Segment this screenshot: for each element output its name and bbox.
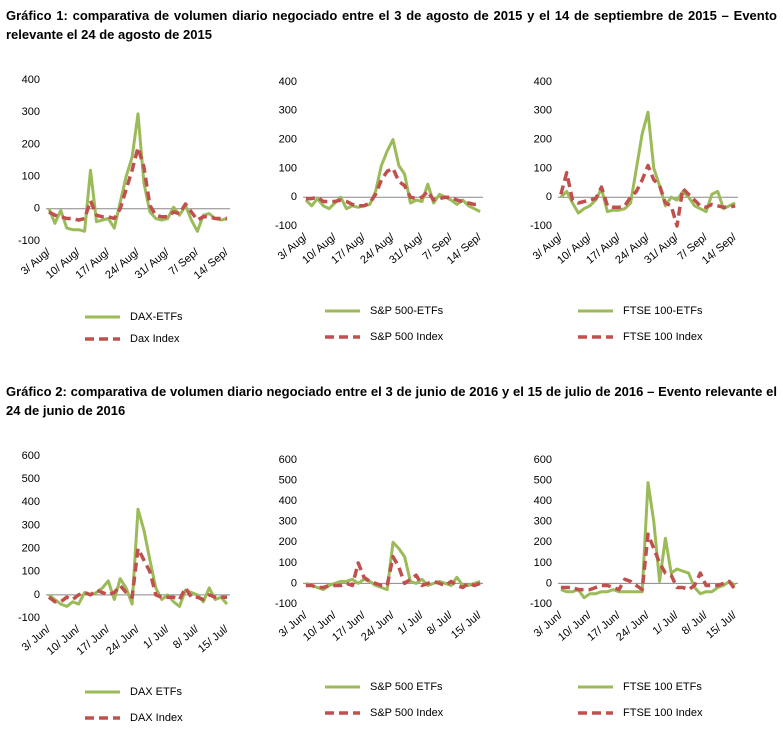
y-tick-label: 100 — [22, 171, 40, 183]
caption: Gráfico 1: comparativa de volumen diario… — [6, 8, 777, 42]
y-tick-label: 300 — [22, 519, 40, 531]
y-tick-label: 0 — [34, 589, 40, 601]
series-line — [305, 554, 481, 590]
legend-label: Dax Index — [130, 333, 180, 345]
y-tick-label: 300 — [22, 106, 40, 118]
y-tick-label: 100 — [534, 162, 552, 174]
x-tick-label: 1/ Jul/ — [651, 609, 682, 638]
y-tick-label: -100 — [275, 598, 297, 610]
series-line — [559, 110, 736, 215]
x-tick-label: 24/ Jun/ — [104, 623, 142, 658]
series-line — [560, 481, 736, 600]
x-tick-label: 1/ Jul/ — [396, 609, 427, 638]
y-tick-label: 400 — [22, 496, 40, 508]
y-tick-label: 200 — [22, 138, 40, 150]
legend-label: DAX ETFs — [130, 686, 182, 698]
y-tick-label: 100 — [279, 162, 297, 174]
y-tick-label: 400 — [22, 74, 40, 86]
y-tick-label: 600 — [279, 454, 297, 466]
y-tick-label: 200 — [279, 536, 297, 548]
y-tick-label: 600 — [534, 454, 552, 466]
legend-label: DAX Index — [130, 712, 183, 724]
legend-label: FTSE 100 Index — [623, 707, 703, 719]
y-tick-label: 200 — [534, 134, 552, 146]
series-line — [304, 138, 481, 213]
legend-label: FTSE 100 ETFs — [623, 681, 702, 693]
y-tick-label: -100 — [18, 235, 40, 247]
y-tick-label: 100 — [279, 557, 297, 569]
legend-label: FTSE 100-ETFs — [623, 305, 703, 317]
caption: Gráfico 2: comparativa de volumen diario… — [6, 384, 777, 418]
y-tick-label: 300 — [279, 105, 297, 117]
y-tick-label: 400 — [534, 76, 552, 88]
x-tick-label: 31/ Aug/ — [387, 231, 426, 267]
y-tick-label: 400 — [534, 495, 552, 507]
y-tick-label: -100 — [275, 220, 297, 232]
series-line — [305, 166, 481, 208]
legend-label: DAX-ETFs — [130, 311, 183, 323]
y-tick-label: 0 — [546, 191, 552, 203]
y-tick-label: 200 — [279, 134, 297, 146]
x-tick-label: 15/ Jul/ — [704, 609, 740, 642]
x-tick-label: 1/ Jul/ — [141, 623, 172, 652]
y-tick-label: 500 — [22, 473, 40, 485]
y-tick-label: 200 — [534, 536, 552, 548]
legend-label: S&P 500-ETFs — [370, 305, 444, 317]
series-line — [48, 507, 229, 608]
series-line — [48, 145, 227, 222]
y-tick-label: 400 — [279, 495, 297, 507]
series-line — [559, 163, 736, 228]
y-tick-label: 400 — [279, 76, 297, 88]
y-tick-label: -100 — [18, 612, 40, 624]
legend-label: S&P 500 ETFs — [370, 681, 443, 693]
y-tick-label: 500 — [534, 474, 552, 486]
y-tick-label: -100 — [530, 220, 552, 232]
y-tick-label: 200 — [22, 542, 40, 554]
x-tick-label: 15/ Jul/ — [196, 623, 232, 656]
x-tick-label: 24/ Jun/ — [359, 609, 397, 644]
legend-label: S&P 500 Index — [370, 707, 444, 719]
legend-label: FTSE 100 Index — [623, 331, 703, 343]
y-tick-label: 300 — [534, 516, 552, 528]
y-tick-label: 0 — [291, 577, 297, 589]
y-tick-label: 0 — [546, 577, 552, 589]
series-line — [47, 546, 227, 604]
series-line — [47, 112, 228, 233]
x-tick-label: 15/ Jul/ — [449, 609, 485, 642]
y-tick-label: 100 — [22, 566, 40, 578]
y-tick-label: 600 — [22, 450, 40, 462]
x-tick-label: 31/ Aug/ — [133, 246, 172, 282]
y-tick-label: 300 — [534, 105, 552, 117]
x-tick-label: 24/ Jun/ — [614, 609, 652, 644]
y-tick-label: 0 — [291, 191, 297, 203]
y-tick-label: 100 — [534, 557, 552, 569]
y-tick-label: 500 — [279, 474, 297, 486]
legend-label: S&P 500 Index — [370, 331, 444, 343]
series-line — [560, 532, 737, 592]
y-tick-label: 300 — [279, 516, 297, 528]
series-line — [305, 540, 481, 592]
y-tick-label: 0 — [34, 203, 40, 215]
x-tick-label: 14/ Sep/ — [192, 246, 232, 282]
y-tick-label: -100 — [530, 598, 552, 610]
x-tick-label: 31/ Aug/ — [642, 231, 681, 267]
